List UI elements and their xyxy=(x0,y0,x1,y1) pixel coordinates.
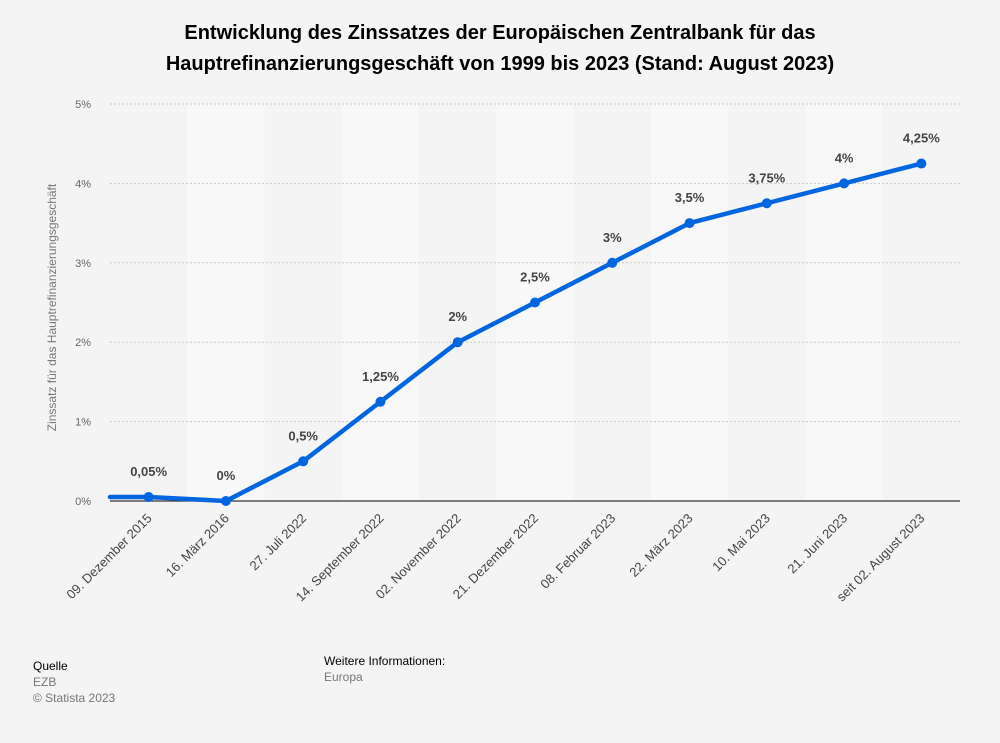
chart-title-line-1: Entwicklung des Zinssatzes der Europäisc… xyxy=(184,22,816,44)
background-band xyxy=(805,104,883,501)
x-tick-label: 08. Februar 2023 xyxy=(537,511,618,592)
data-label: 1,25% xyxy=(362,369,399,384)
chart-title: Entwicklung des Zinssatzes der Europäisc… xyxy=(0,18,1000,80)
data-labels: 0,05% 0% 0,5% 1,25% 2% 2,5% 3% 3,5% 3,75% 4% 4,25% xyxy=(130,131,940,483)
y-tick-label: 5% xyxy=(75,99,91,111)
series xyxy=(107,158,927,506)
y-tick-label: 4% xyxy=(75,178,91,190)
x-tick-label: 21. Dezember 2022 xyxy=(450,511,541,602)
y-tick-label: 1% xyxy=(75,417,91,429)
source-block: Quelle EZB © Statista 2023 xyxy=(33,658,115,706)
data-point xyxy=(607,257,618,268)
background-band xyxy=(650,104,729,501)
x-tick-label: 16. März 2016 xyxy=(163,511,232,580)
data-label: 3,5% xyxy=(675,190,705,205)
x-tick-label: 27. Juli 2022 xyxy=(247,511,310,574)
x-axis-ticks: 09. Dezember 2015 16. März 2016 27. Juli 2… xyxy=(63,511,927,605)
data-label: 0,05% xyxy=(130,464,167,479)
info-heading: Weitere Informationen: xyxy=(324,654,446,668)
y-tick-label: 0% xyxy=(75,496,91,508)
background-bands xyxy=(187,104,883,501)
y-tick-label: 2% xyxy=(75,337,91,349)
y-axis-ticks: 0% 1% 2% 3% 4% 5% xyxy=(75,99,91,508)
background-band xyxy=(187,104,265,501)
chart-title-line-2: Hauptrefinanzierungsgeschäft von 1999 bi… xyxy=(165,53,835,75)
x-tick-label: 22. März 2023 xyxy=(626,511,695,580)
info-region[interactable]: Europa xyxy=(324,670,363,684)
x-tick-label: 10. Mai 2023 xyxy=(709,511,773,575)
data-label: 0,5% xyxy=(288,428,318,443)
data-label: 0% xyxy=(217,468,236,483)
series-line xyxy=(107,161,924,504)
data-point xyxy=(530,297,540,308)
x-tick-label: 09. Dezember 2015 xyxy=(63,511,154,602)
x-tick-label: seit 02. August 2023 xyxy=(834,511,928,605)
source-name[interactable]: EZB xyxy=(33,675,57,689)
y-axis-label: Zinssatz für das Hauptrefinanzierungsges… xyxy=(45,183,59,431)
data-point xyxy=(220,496,231,506)
copyright: © Statista 2023 xyxy=(33,691,116,705)
data-point xyxy=(452,337,463,348)
data-point xyxy=(143,492,154,503)
data-label: 2% xyxy=(448,309,467,324)
data-point xyxy=(684,218,695,229)
x-tick-label: 21. Juni 2023 xyxy=(784,511,850,577)
line-chart: 0% 1% 2% 3% 4% 5% Zinssatz für das Hauptrefin… xyxy=(45,99,960,605)
gridlines xyxy=(110,103,960,502)
data-label: 2,5% xyxy=(520,270,550,285)
data-point xyxy=(839,178,850,189)
info-block: Weitere Informationen: Europa xyxy=(324,653,445,685)
data-label: 4,25% xyxy=(903,131,940,146)
background-band xyxy=(341,104,420,501)
data-point xyxy=(916,158,927,169)
data-point xyxy=(298,456,309,467)
source-heading: Quelle xyxy=(33,659,68,673)
data-point xyxy=(761,198,772,209)
data-label: 3% xyxy=(603,230,622,245)
y-tick-label: 3% xyxy=(75,258,91,270)
x-tick-label: 02. November 2022 xyxy=(372,511,463,602)
data-point xyxy=(375,396,386,407)
data-label: 3,75% xyxy=(748,170,785,185)
data-label: 4% xyxy=(835,150,854,165)
